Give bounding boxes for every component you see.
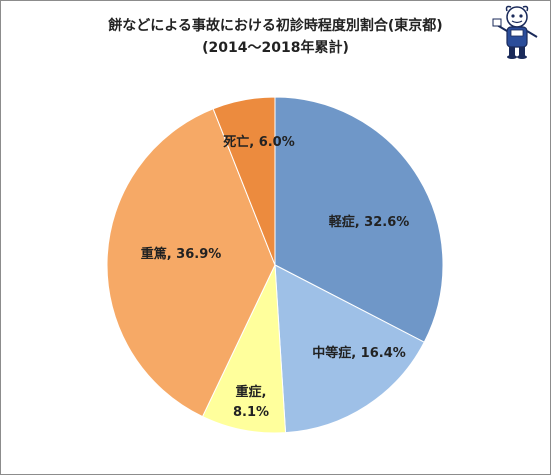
slice-label-2: 重症, 8.1% [233, 384, 269, 420]
slice-label-line: 重篤, 36.9% [141, 246, 222, 262]
chart-title: 餅などによる事故における初診時程度別割合(東京都) [108, 18, 443, 34]
pie-slices [106, 96, 444, 434]
pie-labels: 軽症, 32.6% 中等症, 16.4% 重症, 8.1% 重篤, 36.9% 死亡, 6… [141, 134, 410, 420]
slice-label-line: 8.1% [233, 405, 269, 420]
slice-label-3: 重篤, 36.9% [141, 246, 222, 262]
slice-label-4: 死亡, 6.0% [223, 134, 295, 150]
slice-label-0: 軽症, 32.6% [329, 214, 410, 230]
slice-label-line: 中等症, 16.4% [312, 345, 406, 361]
slice-label-1: 中等症, 16.4% [312, 345, 406, 361]
pie-slice-4 [212, 96, 276, 266]
pie-slice-1 [274, 264, 425, 434]
chart-subtitle: (2014〜2018年累計) [202, 40, 349, 56]
pie-slice-3 [106, 108, 276, 418]
chart-title-block: 餅などによる事故における初診時程度別割合(東京都) (2014〜2018年累計) [1, 15, 550, 59]
slice-label-line: 重症, [236, 384, 267, 400]
cartoon-mascot-icon [492, 5, 538, 59]
pie-slice-0 [274, 96, 444, 343]
slice-label-line: 死亡, 6.0% [223, 134, 295, 150]
slice-label-line: 軽症, 32.6% [329, 214, 410, 230]
